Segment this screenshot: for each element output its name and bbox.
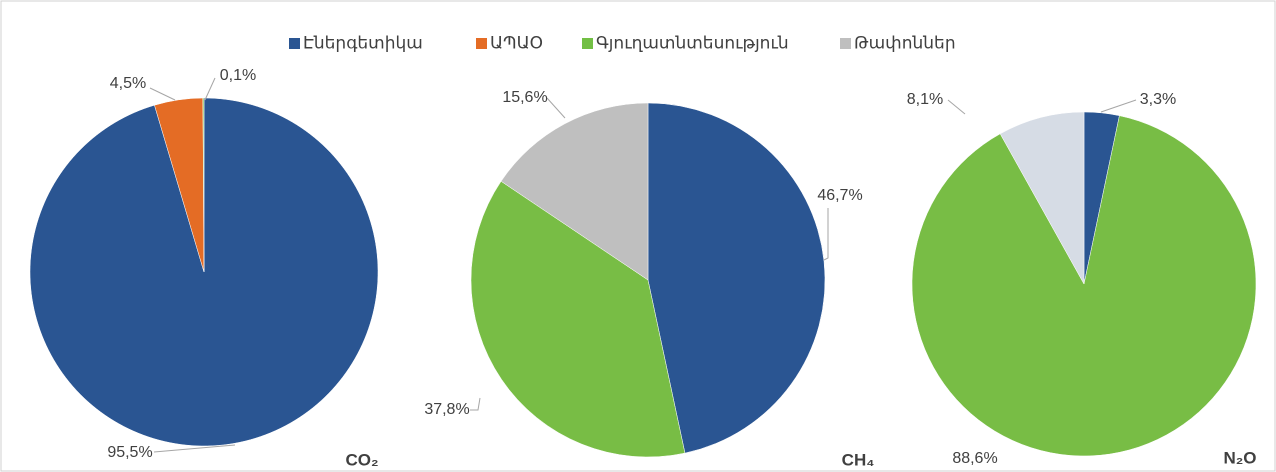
leader-line bbox=[204, 77, 216, 101]
pie-slice bbox=[470, 180, 686, 458]
data-label: 8,1% bbox=[907, 91, 943, 108]
pie-slice bbox=[911, 115, 1257, 457]
data-label: 46,7% bbox=[817, 187, 862, 204]
data-label: 95,5% bbox=[107, 444, 152, 461]
pie-slice bbox=[202, 97, 205, 273]
legend-label: Թափոններ bbox=[854, 33, 956, 52]
data-label: 37,8% bbox=[424, 401, 469, 418]
leader-line bbox=[546, 97, 566, 119]
legend-swatch bbox=[289, 38, 300, 49]
leader-line bbox=[149, 87, 176, 101]
data-label: 0,1% bbox=[220, 67, 256, 84]
leader-line bbox=[823, 208, 829, 261]
chart-title: CH₄ bbox=[842, 450, 875, 469]
leader-line bbox=[153, 444, 236, 453]
legend-label: Գյուղատնտեսություն bbox=[596, 33, 789, 52]
chart-title: N₂O bbox=[1223, 448, 1256, 467]
legend-label: Էներգետիկա bbox=[303, 33, 423, 52]
leader-line bbox=[470, 397, 481, 411]
data-label: 15,6% bbox=[502, 89, 547, 106]
pie-slice bbox=[647, 102, 826, 454]
pie-slice bbox=[500, 102, 649, 281]
legend-label: ԱՊԱՕ bbox=[490, 33, 543, 52]
leader-line bbox=[947, 99, 966, 115]
data-label: 88,6% bbox=[952, 450, 997, 467]
data-label: 3,3% bbox=[1140, 91, 1176, 108]
chart-title: CO₂ bbox=[345, 450, 378, 469]
legend-swatch bbox=[582, 38, 593, 49]
pie-slice bbox=[999, 111, 1085, 285]
legend-swatch bbox=[476, 38, 487, 49]
data-label: 4,5% bbox=[110, 75, 146, 92]
leader-line bbox=[1100, 99, 1137, 113]
legend-swatch bbox=[840, 38, 851, 49]
